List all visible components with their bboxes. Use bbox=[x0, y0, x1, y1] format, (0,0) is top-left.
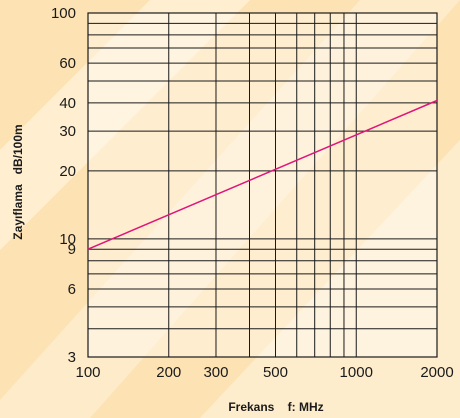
y-tick-label: 3 bbox=[68, 349, 76, 366]
series-line bbox=[87, 99, 438, 250]
grid-layer bbox=[87, 12, 438, 358]
background-stripe bbox=[0, 0, 250, 250]
x-tick-label: 500 bbox=[263, 364, 288, 381]
x-tick-label: 1000 bbox=[340, 364, 373, 381]
y-tick-label: 40 bbox=[59, 95, 76, 112]
series-layer bbox=[87, 99, 438, 250]
y-tick-label: 100 bbox=[51, 5, 76, 22]
y-axis-label: Zayıflama dB/100m bbox=[11, 124, 25, 239]
x-tick-label: 2000 bbox=[420, 364, 453, 381]
plot-area bbox=[88, 13, 437, 357]
y-tick-label: 60 bbox=[59, 55, 76, 72]
x-axis-label: Frekans f: MHz bbox=[228, 400, 323, 414]
x-tick-label: 300 bbox=[203, 364, 228, 381]
y-tick-label: 30 bbox=[59, 123, 76, 140]
y-tick-label: 10 bbox=[59, 231, 76, 248]
x-tick-label: 200 bbox=[156, 364, 181, 381]
y-tick-label: 6 bbox=[68, 281, 76, 298]
y-tick-label: 20 bbox=[59, 163, 76, 180]
tick-labels: 3 6 910 20 30 40 60 100 100 200 300 500 1000 2000 bbox=[51, 5, 454, 381]
y-tick-label: 9 bbox=[68, 241, 76, 258]
x-tick-label: 100 bbox=[75, 364, 100, 381]
plot-frame bbox=[87, 12, 438, 358]
